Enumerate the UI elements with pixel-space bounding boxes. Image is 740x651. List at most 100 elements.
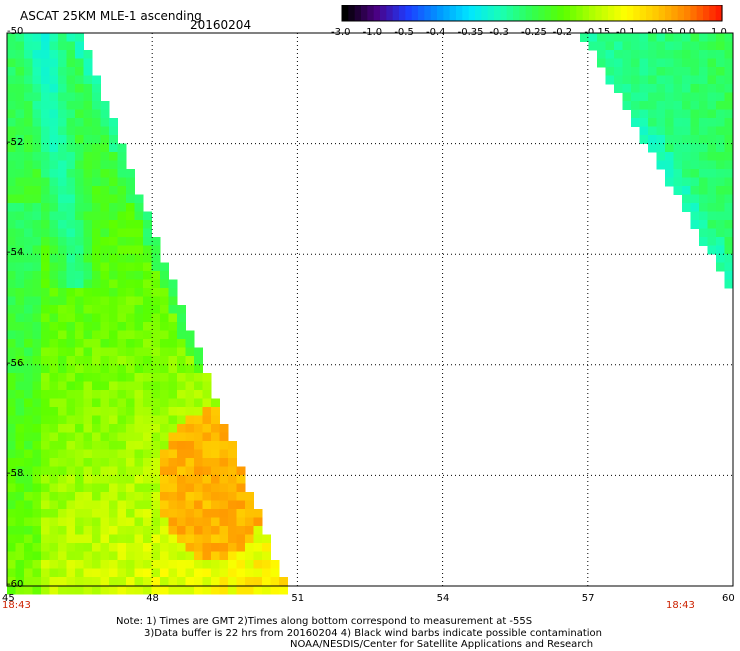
swath-cell — [49, 330, 59, 340]
swath-cell — [7, 194, 16, 204]
colorbar-segment — [481, 5, 489, 21]
swath-cell — [682, 118, 691, 127]
swath-cell — [707, 194, 717, 204]
swath-cell — [648, 41, 657, 51]
swath-cell — [194, 466, 203, 476]
swath-cell — [724, 135, 734, 144]
swath-cell — [58, 58, 67, 68]
swath-cell — [49, 390, 59, 399]
colorbar-segment — [443, 5, 451, 21]
swath-cell — [32, 211, 42, 221]
swath-cell — [228, 509, 237, 518]
swath-cell — [109, 135, 118, 144]
swath-cell — [41, 50, 50, 59]
swath-cell — [66, 262, 76, 272]
swath-cell — [219, 441, 229, 450]
swath-cell — [24, 67, 33, 76]
swath-cell — [7, 466, 16, 476]
swath-cell — [219, 458, 229, 467]
swath-cell — [83, 288, 93, 297]
swath-cell — [639, 118, 649, 127]
swath-cell — [83, 118, 93, 127]
swath-cell — [716, 160, 725, 170]
swath-cell — [83, 432, 93, 442]
swath-cell — [24, 271, 33, 280]
swath-cell — [134, 279, 144, 289]
swath-cell — [211, 466, 220, 476]
swath-cell — [75, 228, 84, 238]
swath-cell — [83, 271, 93, 280]
swath-cell — [100, 347, 110, 357]
swath-cell — [160, 279, 169, 289]
colorbar-segment — [709, 5, 717, 21]
swath-cell — [631, 84, 640, 93]
swath-cell — [177, 424, 186, 433]
swath-cell — [656, 58, 666, 68]
swath-cell — [690, 118, 700, 127]
swath-cell — [134, 330, 144, 340]
swath-cell — [109, 364, 118, 374]
swath-cell — [177, 560, 186, 569]
swath-cell — [15, 449, 25, 459]
swath-cell — [66, 381, 76, 391]
swath-cell — [185, 449, 195, 459]
swath-cell — [185, 381, 195, 391]
swath-cell — [32, 237, 42, 246]
swath-cell — [665, 101, 674, 110]
swath-cell — [75, 356, 84, 365]
swath-cell — [185, 475, 195, 484]
swath-cell — [83, 313, 93, 323]
swath-cell — [15, 551, 25, 561]
swath-cell — [7, 322, 16, 331]
swath-cell — [202, 381, 212, 391]
swath-cell — [7, 398, 16, 408]
swath-cell — [228, 500, 237, 510]
swath-cell — [211, 492, 220, 501]
swath-cell — [202, 373, 212, 382]
swath-cell — [194, 492, 203, 501]
swath-cell — [100, 407, 110, 416]
swath-cell — [92, 126, 101, 136]
colorbar-segment — [551, 5, 558, 21]
swath-cell — [109, 296, 118, 306]
swath-cell — [109, 118, 118, 127]
swath-cell — [7, 271, 16, 280]
swath-cell — [117, 152, 127, 161]
swath-cell — [211, 585, 220, 595]
swath-cell — [109, 237, 118, 246]
swath-cell — [41, 381, 50, 391]
swath-cell — [75, 492, 84, 501]
swath-cell — [32, 492, 42, 501]
swath-cell — [83, 58, 93, 68]
swath-cell — [24, 560, 33, 569]
swath-cell — [134, 458, 144, 467]
swath-cell — [7, 84, 16, 93]
swath-cell — [58, 228, 67, 238]
swath-cell — [194, 364, 203, 374]
swath-cell — [673, 41, 683, 51]
swath-cell — [151, 305, 161, 314]
swath-cell — [24, 313, 33, 323]
swath-cell — [117, 500, 127, 510]
colorbar-segment — [620, 5, 628, 21]
swath-cell — [109, 160, 118, 170]
swath-cell — [49, 500, 59, 510]
swath-cell — [58, 330, 67, 340]
colorbar-segment — [614, 5, 622, 21]
swath-cell — [219, 432, 229, 442]
swath-cell — [49, 432, 59, 442]
swath-cell — [92, 551, 101, 561]
swath-cell — [117, 492, 127, 501]
swath-cell — [117, 526, 127, 535]
swath-cell — [7, 475, 16, 484]
swath-cell — [58, 152, 67, 161]
swath-cell — [109, 466, 118, 476]
swath-cell — [75, 177, 84, 187]
swath-cell — [168, 330, 178, 340]
swath-cell — [724, 220, 734, 229]
swath-cell — [7, 58, 16, 68]
swath-cell — [716, 75, 725, 85]
swath-cell — [24, 347, 33, 357]
swath-cell — [83, 509, 93, 518]
swath-cell — [134, 347, 144, 357]
